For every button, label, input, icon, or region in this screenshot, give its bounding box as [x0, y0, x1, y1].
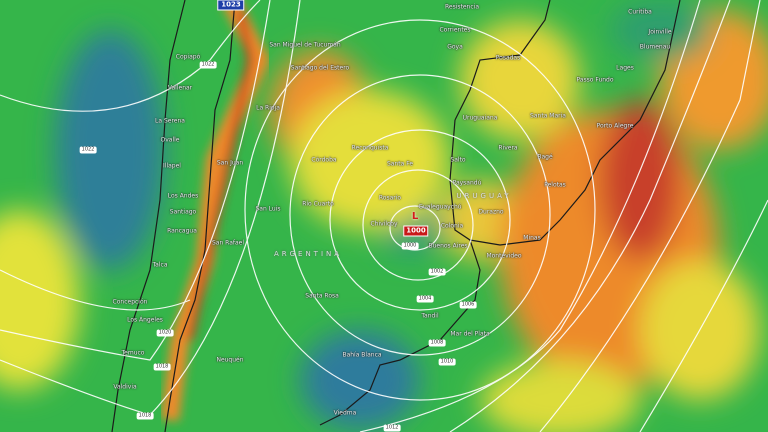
city-label: Santiago del Estero	[290, 64, 350, 72]
city-label: Santa Maria	[530, 112, 566, 120]
isobar-label: 1000	[401, 242, 419, 250]
city-label: Río Cuarto	[302, 200, 334, 208]
city-label: Rivera	[498, 144, 518, 152]
country-label: URUGUAY	[456, 192, 512, 200]
isobar-label: 1002	[428, 268, 446, 276]
city-label: Temuco	[121, 349, 145, 357]
isobar-label: 1012	[383, 424, 401, 432]
city-label: Reconquista	[351, 144, 389, 152]
city-label: Santa Rosa	[305, 292, 339, 300]
country-label: ARGENTINA	[273, 250, 343, 258]
city-label: San Rafael	[211, 239, 245, 247]
city-label: Passo Fundo	[576, 76, 614, 84]
city-label: Talca	[152, 261, 168, 269]
isobar-label: 1020	[156, 329, 174, 337]
city-label: Neuquén	[216, 356, 244, 364]
city-label: Tandil	[421, 312, 439, 320]
city-label: La Rioja	[256, 104, 280, 112]
city-label: Ovalle	[160, 136, 180, 144]
city-label: Pelotas	[544, 181, 566, 189]
city-label: Buenos Aires	[428, 242, 468, 250]
city-label: San Miguel de Tucumán	[269, 41, 341, 49]
city-label: Chivilcoy	[370, 220, 398, 228]
city-label: Córdoba	[311, 156, 337, 164]
city-label: Concepción	[112, 298, 148, 306]
isobar-label: 1004	[416, 295, 434, 303]
low-pressure-symbol: L	[411, 211, 419, 222]
isobar-label: 1010	[438, 358, 456, 366]
city-label: San Juan	[216, 159, 244, 167]
city-label: Montevideo	[486, 252, 522, 260]
city-label: Gualeguaychú	[418, 203, 462, 211]
city-label: Salto	[450, 156, 466, 164]
city-label: Resistencia	[445, 3, 479, 11]
isobar-label: 1022	[79, 146, 97, 154]
city-label: Durazno	[478, 208, 504, 216]
city-label: Vallenar	[167, 84, 193, 92]
city-label: Blumenau	[639, 43, 671, 51]
city-label: Los Ángeles	[127, 316, 163, 324]
isobar-label: 1006	[459, 301, 477, 309]
high-pressure-badge: 1023	[217, 0, 245, 11]
coastline-borders	[111, 0, 681, 432]
city-label: Minas	[523, 234, 541, 242]
isobar-label: 1008	[428, 339, 446, 347]
city-label: Rosario	[378, 194, 402, 202]
city-label: Santiago	[169, 208, 197, 216]
city-label: Bagé	[537, 153, 553, 161]
city-label: San Luis	[255, 205, 281, 213]
city-label: Curitiba	[628, 8, 652, 16]
isobar-label: 1018	[153, 363, 171, 371]
low-pressure-value: 1000	[403, 225, 429, 237]
city-label: La Serena	[155, 117, 185, 125]
city-label: Rancagua	[167, 227, 197, 235]
city-label: Lages	[616, 64, 634, 72]
isobar-label: 1022	[199, 61, 217, 69]
city-label: Paysandú	[452, 179, 482, 187]
city-label: Valdivia	[113, 383, 137, 391]
city-label: Goya	[447, 43, 463, 51]
city-label: Colonia	[440, 222, 464, 230]
city-label: Los Andes	[167, 192, 199, 200]
city-label: Santa Fe	[386, 160, 414, 168]
isobar-label: 1018	[136, 412, 154, 420]
city-label: Viedma	[333, 409, 357, 417]
city-label: Uruguaiana	[462, 114, 498, 122]
city-label: Porto Alegre	[596, 122, 634, 130]
city-label: Joinville	[648, 28, 672, 36]
city-label: Mar del Plata	[450, 330, 490, 338]
city-label: Corrientes	[439, 26, 471, 34]
city-label: Posadas	[495, 54, 521, 62]
city-label: Illapel	[163, 162, 181, 170]
city-label: Bahía Blanca	[342, 351, 382, 359]
city-label: Copiapó	[175, 53, 201, 61]
